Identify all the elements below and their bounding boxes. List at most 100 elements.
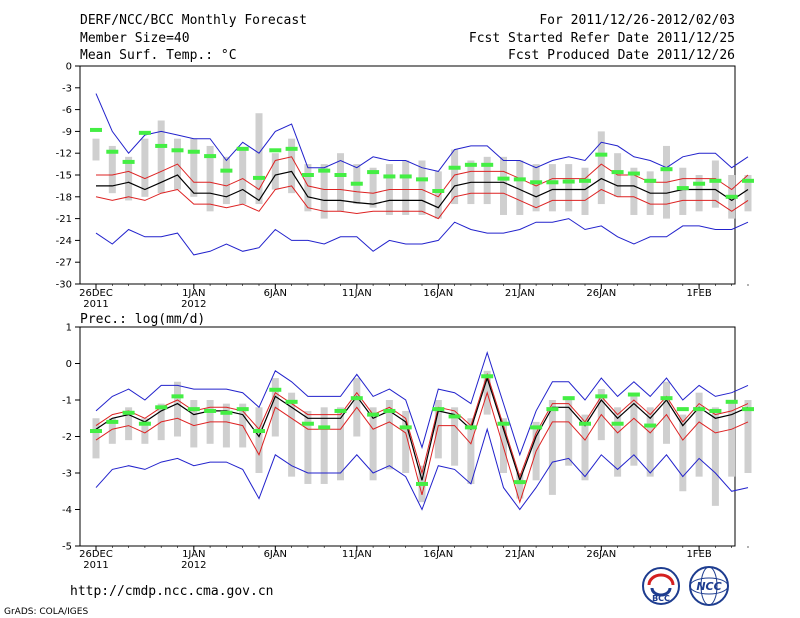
temperature-climatology-marker [285, 146, 298, 151]
precipitation-climatology-marker [660, 396, 673, 401]
precipitation-member-box [565, 396, 573, 466]
precipitation-member-box [125, 407, 133, 441]
temperature-xtick-label: 26DEC [79, 288, 113, 299]
temperature-xtick-label: 26JAN [586, 288, 616, 299]
temperature-climatology-marker [627, 171, 640, 176]
temperature-member-box [418, 160, 426, 215]
temperature-climatology-marker [399, 174, 412, 179]
temperature-climatology-marker [106, 149, 119, 154]
temperature-member-box [679, 167, 687, 215]
temperature-climatology-marker [579, 178, 591, 183]
temperature-maximum-line [95, 93, 749, 172]
precipitation-member-box [516, 473, 524, 499]
temperature-member-box [695, 175, 703, 212]
source-url[interactable]: http://cmdp.ncc.cma.gov.cn [70, 584, 274, 599]
ncc-logo-text: NCC [696, 580, 721, 593]
temperature-xtick-label: 1FEB [686, 288, 711, 299]
precipitation-climatology-marker [676, 407, 689, 412]
temperature-climatology-marker [448, 165, 461, 170]
precipitation-member-box [728, 400, 736, 477]
temperature-member-box [239, 149, 247, 205]
ncc-logo: NCC [689, 566, 729, 606]
precipitation-member-box [548, 400, 556, 495]
precipitation-minimum-line [95, 427, 749, 511]
temperature-climatology-marker [253, 175, 265, 180]
precipitation-ytick-label: -4 [62, 505, 72, 516]
temperature-ytick-label: -12 [56, 149, 72, 160]
precipitation-climatology-marker [138, 421, 151, 426]
precipitation-climatology-marker [530, 425, 543, 430]
precipitation-member-box [679, 414, 687, 492]
temperature-member-box [500, 156, 507, 215]
produced-date-label: Fcst Produced Date 2011/12/26 [508, 48, 735, 63]
temperature-climatology-marker [464, 162, 477, 167]
precipitation-member-box [369, 407, 377, 481]
precipitation-climatology-marker [709, 408, 722, 413]
temperature-climatology-marker [546, 180, 559, 185]
precipitation-upper-spread-line [95, 372, 749, 479]
top-variable-label: Mean Surf. Temp.: °C [80, 48, 237, 63]
temperature-ytick-label: -24 [56, 236, 72, 247]
temperature-member-box [337, 153, 344, 212]
temperature-climatology-marker [236, 146, 249, 151]
temperature-climatology-marker [432, 188, 445, 193]
precipitation-member-box [744, 400, 752, 473]
precipitation-xtick-label: 11JAN [342, 549, 372, 560]
precipitation-xtick-label: 16JAN [423, 549, 453, 560]
temperature-member-box [597, 131, 605, 205]
member-size-label: Member Size=40 [80, 31, 190, 46]
precipitation-climatology-marker [644, 423, 657, 428]
temperature-member-box [320, 164, 328, 219]
precipitation-xtick-label: 1FEB [686, 549, 711, 560]
precipitation-xtick-label: 26JAN [586, 549, 616, 560]
temperature-member-box [711, 160, 719, 208]
precipitation-member-box [141, 418, 149, 444]
temperature-xtick-label: 6JAN [264, 288, 287, 299]
precipitation-climatology-marker [611, 421, 624, 426]
temperature-climatology-marker [497, 176, 510, 181]
precipitation-ytick-label: -3 [62, 469, 72, 480]
temperature-climatology-marker [742, 178, 754, 183]
temperature-climatology-marker [660, 167, 673, 172]
precipitation-climatology-marker [220, 410, 233, 415]
temperature-climatology-marker [318, 168, 331, 173]
precipitation-ytick-label: -1 [62, 396, 72, 407]
temperature-climatology-marker [367, 170, 380, 175]
temperature-xtick-year: 2011 [83, 299, 108, 310]
temperature-ytick-label: -6 [62, 105, 72, 116]
precipitation-member-box [500, 418, 507, 473]
precipitation-member-box [630, 396, 638, 466]
precipitation-xtick-label: 6JAN [264, 549, 287, 560]
temperature-ytick-label: -3 [62, 83, 72, 94]
precipitation-climatology-marker [546, 407, 559, 412]
temperature-member-box [304, 164, 312, 212]
precipitation-ytick-label: -5 [62, 542, 72, 553]
bottom-variable-label: Prec.: log(mm/d) [80, 312, 205, 327]
precipitation-climatology-marker [90, 429, 102, 434]
temperature-climatology-marker [611, 170, 624, 175]
precipitation-climatology-marker [204, 408, 217, 413]
precipitation-maximum-line [95, 350, 749, 457]
temperature-member-box [532, 164, 540, 212]
precipitation-climatology-marker [579, 421, 591, 426]
temperature-ytick-label: -27 [56, 258, 72, 269]
temperature-member-box [108, 145, 116, 194]
temperature-climatology-marker [693, 181, 706, 186]
temperature-ytick-label: -18 [56, 192, 72, 203]
precipitation-member-box [288, 392, 296, 477]
precipitation-ytick-label: 1 [66, 323, 72, 334]
precipitation-climatology-marker [725, 399, 738, 404]
temperature-member-box [206, 145, 214, 212]
precipitation-climatology-marker [334, 408, 347, 413]
precipitation-climatology-marker [318, 425, 331, 430]
precipitation-member-box [190, 400, 198, 448]
precipitation-climatology-marker [481, 374, 494, 379]
temperature-climatology-marker [350, 181, 363, 186]
temperature-xtick-label: 16JAN [423, 288, 453, 299]
precipitation-member-box [92, 418, 100, 459]
precipitation-member-box [385, 400, 393, 470]
temperature-ensemble-mean-line [96, 170, 749, 209]
temperature-member-box [190, 138, 198, 197]
